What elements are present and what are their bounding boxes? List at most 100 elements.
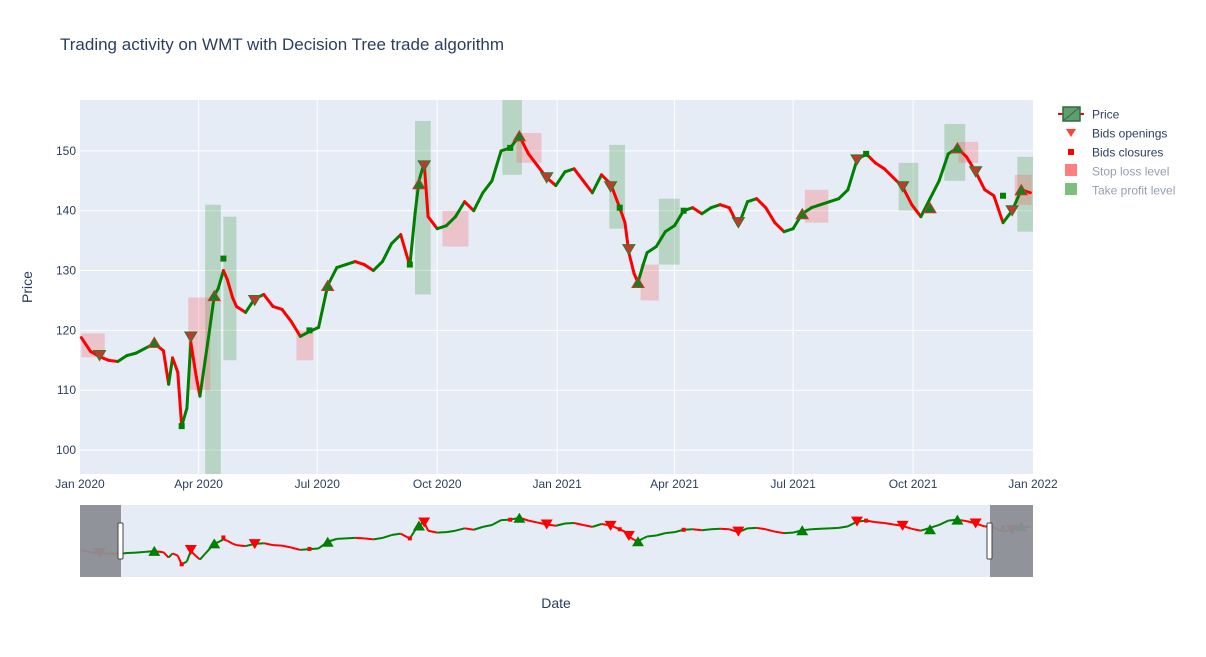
price-segment	[818, 200, 832, 207]
mini-price-segment	[373, 536, 383, 541]
bid-opening-marker	[731, 217, 746, 229]
y-axis-label: Price	[19, 271, 35, 303]
price-segment	[691, 206, 704, 216]
plot-area[interactable]	[80, 100, 1033, 474]
legend-item-take-profit[interactable]: Take profit level	[1065, 183, 1175, 198]
price-segment	[846, 158, 859, 192]
take-profit-box	[658, 198, 680, 265]
mini-price-segment	[464, 527, 474, 531]
mini-price-segment	[232, 542, 237, 547]
x-tick-label: Jul 2020	[295, 477, 341, 491]
mini-opening-marker	[604, 520, 617, 531]
price-segment	[225, 278, 235, 299]
bid-closure-marker	[406, 261, 413, 268]
mini-price-segment	[583, 523, 593, 528]
legend-swatch-take-profit	[1065, 183, 1077, 195]
price-segment	[422, 161, 430, 219]
range-slider-right-mask	[990, 505, 1033, 577]
x-tick-label: Apr 2021	[650, 477, 699, 491]
mini-opening-marker	[622, 531, 635, 541]
mini-opening-marker	[951, 514, 964, 525]
price-segment	[663, 224, 676, 234]
legend-label-bids-openings: Bids openings	[1092, 127, 1167, 141]
legend-item-price[interactable]: Price	[1058, 106, 1120, 122]
legend-item-stop-loss[interactable]: Stop loss level	[1065, 164, 1169, 179]
mini-price-segment	[455, 527, 465, 532]
price-segment	[134, 346, 147, 355]
price-segment	[189, 340, 198, 377]
mini-closure-marker	[864, 518, 869, 523]
price-segment	[335, 263, 348, 270]
mini-price-segment	[528, 519, 538, 524]
bid-closure-marker	[1000, 192, 1007, 199]
price-segment	[554, 170, 567, 188]
mini-price-segment	[838, 525, 849, 529]
bid-opening-marker	[512, 129, 527, 142]
bid-opening-marker	[412, 177, 426, 190]
legend-item-bids-openings[interactable]: Bids openings	[1066, 127, 1167, 141]
mini-price-segment	[655, 532, 666, 537]
bid-closure-marker	[507, 144, 514, 151]
price-segment	[572, 167, 585, 183]
mini-opening-marker	[732, 526, 745, 537]
mini-closure-marker	[179, 562, 184, 567]
mini-price-segment	[446, 529, 456, 534]
bid-markers	[92, 129, 1029, 430]
take-profit-box	[502, 100, 522, 175]
bid-opening-marker	[147, 336, 162, 348]
mini-closure-marker	[681, 527, 686, 532]
mini-price-segment	[756, 526, 766, 531]
range-slider-right-handle[interactable]	[986, 522, 993, 560]
mini-price-segment	[884, 522, 894, 526]
mini-price-segment	[555, 522, 566, 527]
price-segment	[590, 173, 603, 195]
range-slider[interactable]	[80, 505, 1033, 577]
legend-label-price: Price	[1092, 108, 1120, 122]
mini-opening-marker	[969, 518, 982, 529]
price-segment	[161, 349, 171, 386]
mini-price-segment	[217, 538, 224, 544]
bid-opening-marker	[631, 276, 645, 289]
mini-opening-marker	[851, 516, 864, 527]
mini-opening-marker	[184, 545, 197, 556]
price-segment	[782, 227, 795, 234]
price-segment	[919, 197, 932, 219]
price-segment	[390, 233, 403, 246]
price-segment	[426, 215, 439, 231]
mini-price-segment	[592, 523, 602, 528]
mini-closure-marker	[617, 527, 622, 532]
price-segment	[937, 152, 950, 183]
bid-closure-marker	[178, 423, 185, 430]
mini-price-segment	[172, 552, 179, 557]
price-segment	[79, 336, 92, 353]
legend: Price Bids openings Bids closures Stop l…	[1058, 106, 1175, 198]
price-segment	[463, 200, 476, 213]
mini-price-segment	[642, 535, 648, 540]
mini-price-segment	[482, 523, 493, 528]
bid-opening-marker	[92, 350, 107, 362]
mini-price-segment	[573, 522, 584, 526]
bid-opening-marker	[895, 181, 910, 193]
bid-opening-marker	[968, 166, 983, 178]
mini-opening-marker	[924, 524, 937, 535]
legend-item-bids-closures[interactable]: Bids closures	[1068, 146, 1163, 160]
bid-opening-marker	[320, 279, 335, 292]
mini-price-segment	[765, 528, 776, 533]
mini-price-segment	[204, 548, 210, 555]
mini-price-segment	[223, 538, 228, 542]
mini-price-segment	[701, 528, 712, 532]
range-slider-left-handle[interactable]	[117, 522, 124, 560]
mini-price-segment	[167, 552, 174, 559]
mini-opening-marker	[896, 520, 909, 531]
mini-price-segment	[162, 551, 170, 559]
price-segment	[171, 356, 180, 374]
price-segment	[837, 188, 850, 201]
bid-closure-marker	[220, 255, 227, 262]
take-profit-box	[205, 204, 221, 474]
price-segment	[928, 179, 941, 201]
bid-opening-marker	[247, 294, 262, 307]
mini-price-segment	[195, 555, 201, 561]
price-segment	[125, 351, 138, 358]
price-segment	[371, 260, 384, 273]
